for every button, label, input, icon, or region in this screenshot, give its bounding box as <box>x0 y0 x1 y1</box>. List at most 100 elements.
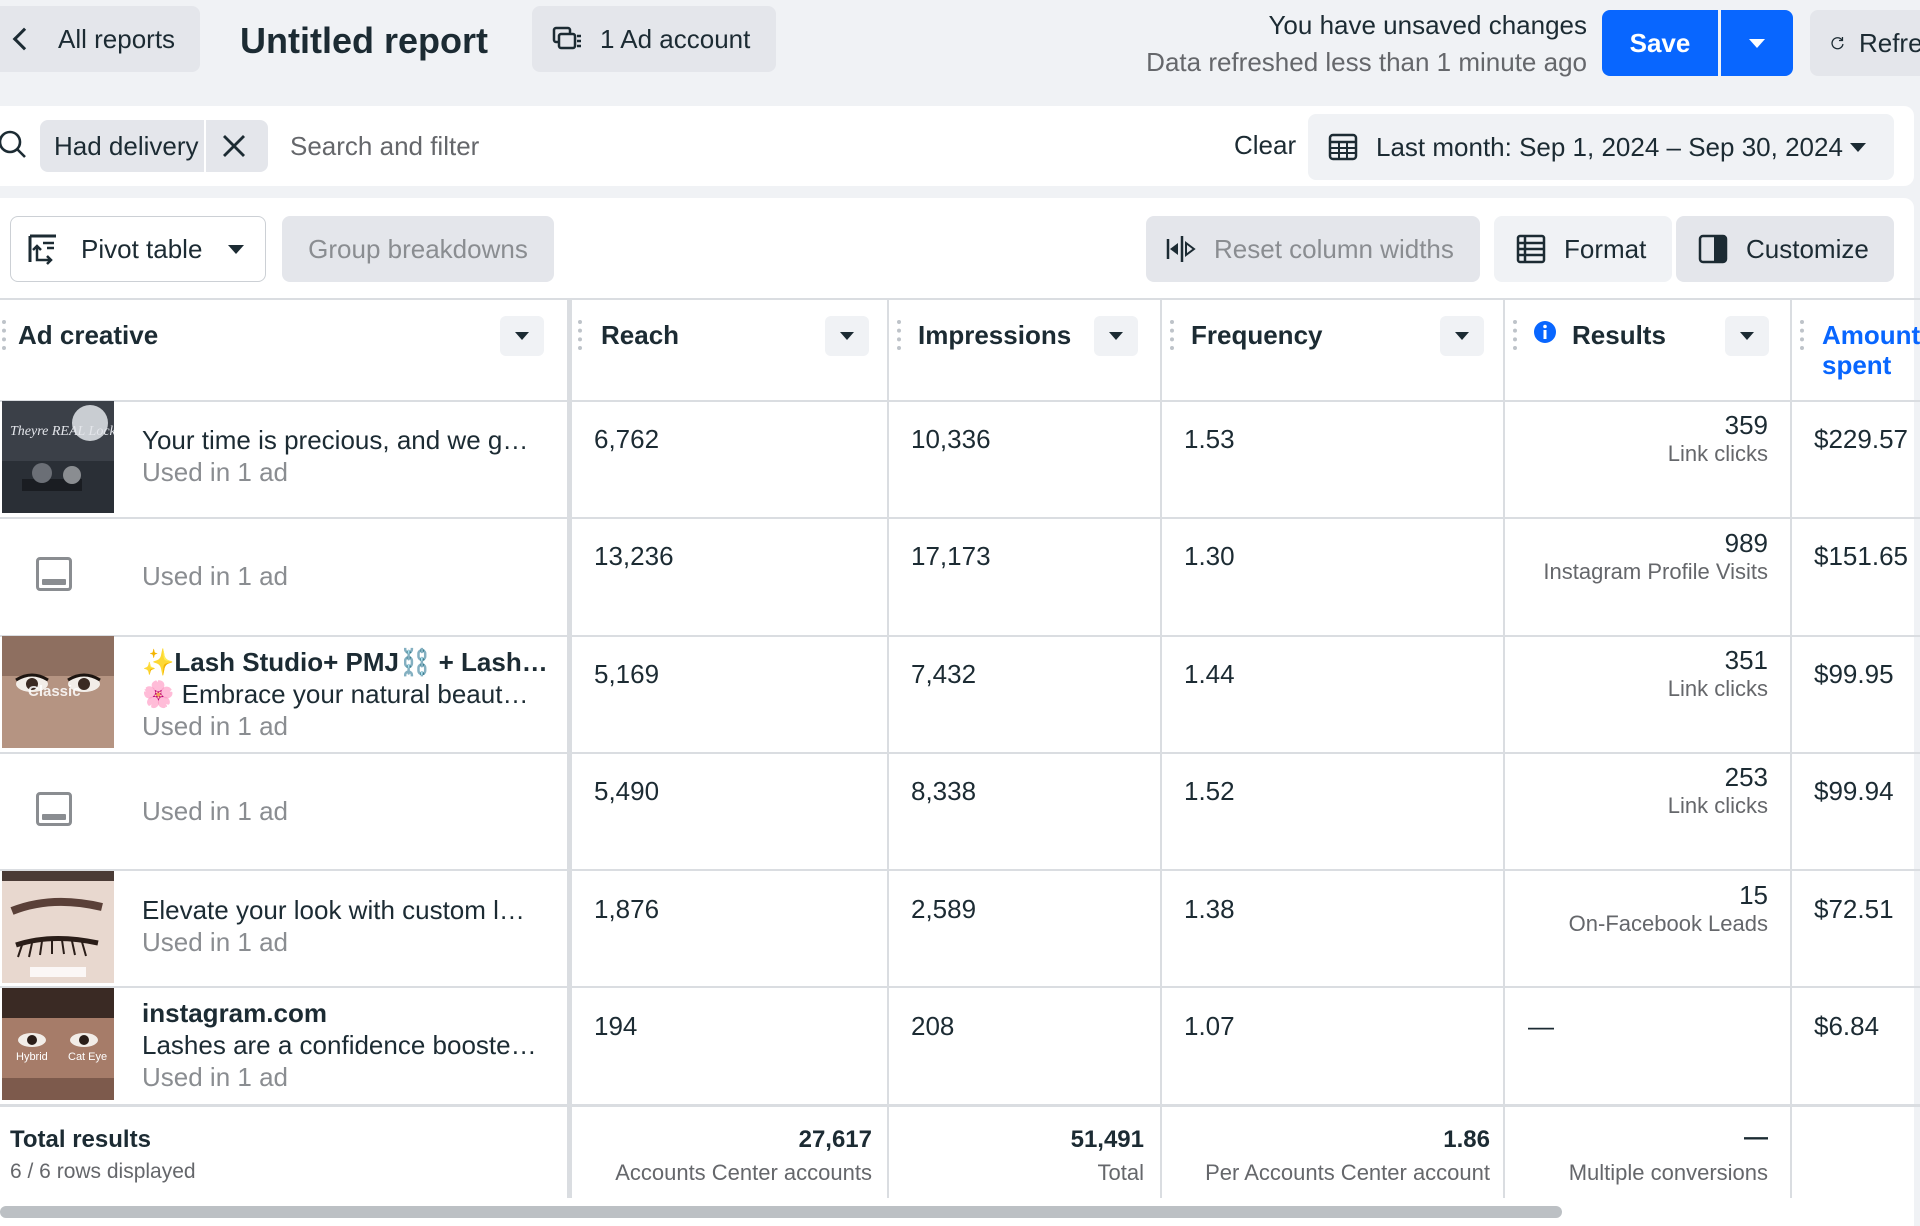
chevron-down-icon <box>228 244 245 254</box>
refresh-icon <box>1831 37 1844 50</box>
frozen-column-divider[interactable] <box>567 298 572 1198</box>
column-header-results[interactable]: Results <box>1505 298 1790 400</box>
ad-creative-cell[interactable]: instagram.com Lashes are a confidence bo… <box>142 997 552 1093</box>
reach-value: 6,762 <box>594 424 660 454</box>
drag-handle-icon[interactable] <box>897 320 901 350</box>
page-title[interactable]: Untitled report <box>240 20 488 61</box>
column-header-label: Amount spent <box>1822 320 1920 380</box>
creative-body: Lashes are a confidence booste… <box>142 1030 537 1060</box>
drag-handle-icon[interactable] <box>578 320 582 350</box>
creative-usage: Used in 1 ad <box>142 927 288 957</box>
row-divider <box>0 400 1920 402</box>
filter-chip-label: Had delivery <box>54 130 199 161</box>
drag-handle-icon[interactable] <box>1170 320 1174 350</box>
clear-filters-button[interactable]: Clear <box>1234 130 1297 160</box>
pivot-table-label: Pivot table <box>81 233 203 264</box>
creative-thumbnail-image: Classic <box>2 636 114 748</box>
save-options-dropdown[interactable] <box>1721 10 1793 76</box>
chevron-down-icon <box>515 332 529 340</box>
column-header-reach[interactable]: Reach <box>572 298 887 400</box>
info-icon[interactable] <box>1533 320 1557 344</box>
customize-label: Customize <box>1746 233 1869 264</box>
column-options-button[interactable] <box>825 316 869 356</box>
image-placeholder-icon <box>36 557 72 591</box>
search-icon <box>0 130 26 158</box>
format-button[interactable]: Format <box>1494 216 1672 282</box>
ad-account-button[interactable]: 1 Ad account <box>532 6 776 72</box>
report-table-panel: Pivot table Group breakdowns Reset colum… <box>0 198 1914 1226</box>
chevron-left-icon <box>12 27 36 51</box>
chevron-down-icon <box>1740 332 1754 340</box>
ad-creative-cell[interactable]: ✨Lash Studio+ PMJ⛓️ + Lash… 🌸 Embrace yo… <box>142 646 552 742</box>
column-header-label: Ad creative <box>18 320 159 350</box>
creative-thumbnail[interactable]: Classic <box>2 636 114 748</box>
chevron-down-icon <box>1749 38 1765 48</box>
creative-usage: Used in 1 ad <box>142 711 288 741</box>
ad-creative-cell[interactable]: Used in 1 ad <box>142 560 552 592</box>
reach-value: 194 <box>594 1011 638 1041</box>
creative-thumbnail[interactable]: Hybrid Cat Eye <box>2 988 114 1100</box>
total-frequency-caption: Per Accounts Center account <box>1205 1160 1490 1185</box>
amount-spent-value: $72.51 <box>1814 894 1894 924</box>
drag-handle-icon[interactable] <box>2 320 6 350</box>
ad-creative-cell[interactable]: Used in 1 ad <box>142 795 552 827</box>
view-selector-pivot-table[interactable]: Pivot table <box>10 216 266 282</box>
amount-spent-value: $151.65 <box>1814 541 1908 571</box>
row-divider <box>0 517 1920 519</box>
creative-usage: Used in 1 ad <box>142 561 288 591</box>
total-impressions-caption: Total <box>1097 1160 1144 1185</box>
horizontal-scrollbar[interactable] <box>0 1206 1562 1218</box>
customize-button[interactable]: Customize <box>1676 216 1894 282</box>
filter-bar: Had delivery Clear Last month: Sep 1, 20… <box>0 106 1914 186</box>
impressions-value: 2,589 <box>911 894 977 924</box>
creative-thumbnail-image <box>2 871 114 983</box>
results-cell: 359 Link clicks <box>1510 410 1768 467</box>
creative-title: Elevate your look with custom l… <box>142 895 525 925</box>
results-value: 989 <box>1724 528 1768 558</box>
column-divider[interactable] <box>887 298 889 1198</box>
pivot-icon <box>28 234 56 265</box>
drag-handle-icon[interactable] <box>1513 320 1517 350</box>
creative-thumbnail[interactable] <box>2 871 114 983</box>
column-header-label: Impressions <box>918 320 1072 350</box>
row-divider <box>0 986 1920 988</box>
results-value: 253 <box>1724 762 1768 792</box>
date-range-picker[interactable]: Last month: Sep 1, 2024 – Sep 30, 2024 <box>1308 114 1894 180</box>
column-header-ad-creative[interactable]: Ad creative <box>0 298 567 400</box>
column-divider[interactable] <box>1790 298 1792 1198</box>
amount-spent-value: $6.84 <box>1814 1011 1880 1041</box>
filter-chip-had-delivery[interactable]: Had delivery <box>40 120 268 172</box>
ad-creative-cell[interactable]: Elevate your look with custom l… Used in… <box>142 894 552 958</box>
column-divider[interactable] <box>1160 298 1162 1198</box>
ad-account-label: 1 Ad account <box>600 23 751 54</box>
chevron-down-icon <box>1109 332 1123 340</box>
row-divider <box>0 752 1920 754</box>
frequency-value: 1.52 <box>1184 776 1235 806</box>
column-header-frequency[interactable]: Frequency <box>1162 298 1503 400</box>
result-type: Link clicks <box>1667 793 1768 818</box>
report-header: All reports Untitled report 1 Ad account… <box>0 0 1920 100</box>
search-and-filter-input[interactable] <box>290 122 890 170</box>
column-options-button[interactable] <box>500 316 544 356</box>
creative-usage: Used in 1 ad <box>142 457 288 487</box>
ad-creative-cell[interactable]: Your time is precious, and we g… Used in… <box>142 424 552 488</box>
results-value: — <box>1528 1011 1554 1041</box>
results-cell: 351 Link clicks <box>1510 645 1768 702</box>
all-reports-button[interactable]: All reports <box>0 6 200 72</box>
column-header-amount-spent[interactable]: Amount spent <box>1792 298 1920 400</box>
column-header-impressions[interactable]: Impressions <box>889 298 1160 400</box>
column-divider[interactable] <box>1503 298 1505 1198</box>
group-breakdowns-button[interactable]: Group breakdowns <box>282 216 554 282</box>
close-icon[interactable] <box>220 132 248 160</box>
refresh-button[interactable]: Refresh <box>1810 10 1920 76</box>
result-type: Link clicks <box>1667 441 1768 466</box>
creative-thumbnail[interactable]: Theyre REAL Locke <box>2 401 114 513</box>
save-button[interactable]: Save <box>1602 10 1718 76</box>
column-options-button[interactable] <box>1725 316 1769 356</box>
column-options-button[interactable] <box>1094 316 1138 356</box>
total-impressions-value: 51,491 <box>1070 1126 1144 1153</box>
reset-column-widths-button[interactable]: Reset column widths <box>1146 216 1480 282</box>
column-options-button[interactable] <box>1440 316 1484 356</box>
creative-body: 🌸 Embrace your natural beaut… <box>142 679 529 709</box>
drag-handle-icon[interactable] <box>1800 320 1804 350</box>
